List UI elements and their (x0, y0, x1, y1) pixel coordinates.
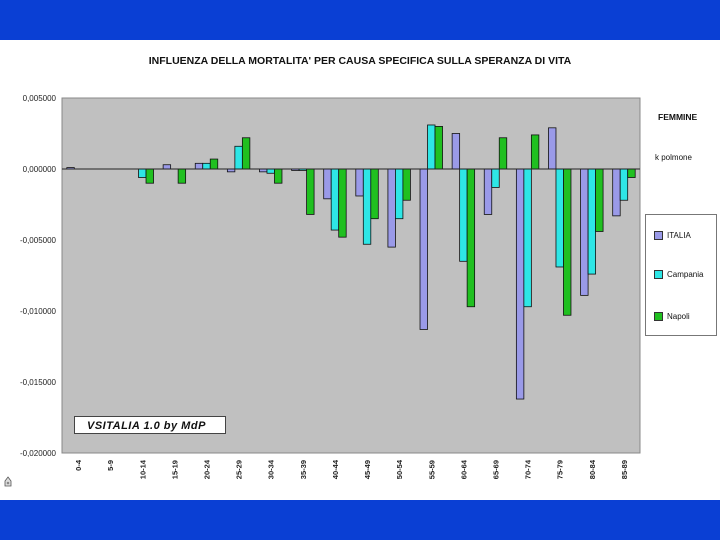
x-tick-label: 55-59 (427, 460, 436, 479)
bar-campania-85-89 (619, 168, 629, 201)
bar-napoli-45-49 (370, 168, 379, 220)
x-tick-label: 35-39 (299, 460, 308, 479)
bar-campania-75-79 (555, 168, 564, 268)
bar-napoli-70-74 (530, 134, 540, 170)
y-tick-label: 0,000000 (23, 165, 57, 174)
x-tick-label: 20-24 (203, 459, 212, 479)
bar-napoli-80-84 (595, 168, 604, 232)
bar-italia-60-64 (451, 133, 461, 170)
bar-campania-70-74 (523, 168, 532, 308)
x-tick-label: 0-4 (74, 459, 83, 471)
legend: ITALIA Campania Napoli (645, 214, 717, 336)
bar-napoli-40-44 (338, 168, 347, 238)
bar-italia-70-74 (515, 168, 525, 400)
bar-italia-50-54 (387, 168, 396, 248)
bar-campania-40-44 (330, 168, 340, 231)
x-tick-label: 30-34 (267, 459, 276, 479)
legend-swatch-campania (654, 270, 663, 279)
legend-item-napoli: Napoli (654, 312, 690, 321)
x-tick-label: 65-69 (492, 460, 501, 479)
x-tick-label: 10-14 (138, 459, 147, 479)
sex-label: FEMMINE (658, 112, 698, 122)
y-axis: 0,005000 0,000000 -0,005000 -0,010000 -0,015… (20, 94, 57, 458)
x-tick-label: 75-79 (556, 460, 565, 479)
y-tick-label: 0,005000 (23, 94, 57, 103)
bar-italia-65-69 (483, 168, 493, 215)
x-tick-label: 25-29 (235, 460, 244, 479)
y-tick-label: -0,010000 (20, 307, 57, 316)
legend-item-italia: ITALIA (654, 231, 691, 240)
x-axis-labels: 0-4 5-9 10-14 15-19 20-24 25-29 30-34 35-39 40-4… (74, 459, 629, 479)
legend-item-campania: Campania (654, 270, 703, 279)
plot-area (61, 97, 641, 454)
bar-italia-75-79 (548, 127, 557, 170)
x-tick-label: 60-64 (459, 459, 468, 479)
logo-icon (4, 476, 12, 487)
bar-napoli-35-39 (306, 168, 315, 215)
x-tick-label: 45-49 (363, 460, 372, 479)
bar-campania-30-34 (266, 168, 275, 174)
bar-napoli-55-59 (434, 126, 443, 170)
bar-italia-15-19 (162, 164, 172, 170)
bar-campania-45-49 (362, 168, 372, 245)
bar-campania-80-84 (587, 168, 596, 275)
bar-italia-55-59 (419, 168, 428, 330)
legend-swatch-italia (654, 231, 663, 240)
legend-swatch-napoli (654, 312, 663, 321)
bar-napoli-30-34 (274, 168, 283, 184)
bar-napoli-65-69 (498, 137, 508, 170)
watermark-label: VSITALIA 1.0 by MdP (74, 416, 226, 434)
bar-campania-65-69 (491, 168, 500, 188)
y-tick-label: -0,015000 (20, 378, 57, 387)
bar-italia-20-24 (194, 162, 204, 170)
bar-napoli-75-79 (563, 168, 572, 316)
x-tick-label: 50-54 (395, 459, 404, 479)
y-tick-label: -0,020000 (20, 449, 57, 458)
y-tick-label: -0,005000 (20, 236, 57, 245)
bar-napoli-15-19 (177, 168, 187, 184)
bars-group (66, 124, 636, 400)
bar-napoli-50-54 (402, 168, 411, 201)
x-tick-label: 80-84 (588, 459, 597, 479)
x-tick-label: 85-89 (620, 460, 629, 479)
bar-italia-80-84 (580, 168, 589, 296)
legend-label-campania: Campania (667, 270, 704, 279)
chart-title: INFLUENZA DELLA MORTALITA' PER CAUSA SPE… (148, 55, 572, 67)
bar-napoli-25-29 (241, 137, 251, 170)
bar-campania-50-54 (395, 168, 404, 220)
bar-napoli-20-24 (209, 158, 219, 170)
bar-campania-20-24 (202, 162, 211, 170)
bar-napoli-85-89 (627, 168, 636, 178)
bar-napoli-60-64 (466, 168, 476, 308)
bar-campania-60-64 (459, 168, 468, 262)
legend-label-napoli: Napoli (667, 312, 690, 321)
bar-campania-10-14 (138, 168, 147, 178)
x-tick-label: 15-19 (170, 460, 179, 479)
x-tick-label: 70-74 (524, 459, 533, 479)
x-tick-label: 40-44 (331, 459, 340, 479)
cause-label: k polmone (655, 153, 692, 162)
bar-italia-40-44 (323, 168, 332, 200)
bar-campania-55-59 (427, 124, 436, 170)
x-tick-label: 5-9 (106, 460, 115, 471)
bar-napoli-10-14 (145, 168, 154, 184)
bar-italia-85-89 (612, 168, 621, 217)
legend-label-italia: ITALIA (667, 231, 691, 240)
bar-italia-45-49 (355, 168, 364, 197)
bar-campania-25-29 (234, 145, 243, 170)
